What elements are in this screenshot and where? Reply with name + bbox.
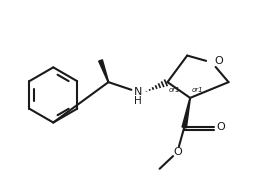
Text: H: H [134, 96, 142, 106]
Text: O: O [214, 56, 223, 66]
Text: O: O [216, 122, 225, 132]
Text: O: O [173, 147, 182, 157]
Text: N: N [134, 87, 142, 97]
Text: or1: or1 [168, 87, 180, 93]
Polygon shape [99, 60, 109, 82]
Polygon shape [182, 98, 190, 128]
Text: or1: or1 [192, 87, 204, 93]
